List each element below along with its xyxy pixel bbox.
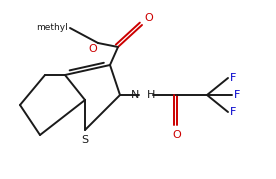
Text: methyl: methyl [36, 23, 68, 33]
Text: O: O [144, 13, 153, 23]
Text: N: N [131, 90, 139, 100]
Text: H: H [147, 90, 155, 100]
Text: O: O [88, 44, 97, 54]
Text: F: F [234, 90, 240, 100]
Text: F: F [230, 73, 236, 83]
Text: F: F [230, 107, 236, 117]
Text: S: S [81, 135, 89, 145]
Text: O: O [172, 130, 181, 140]
